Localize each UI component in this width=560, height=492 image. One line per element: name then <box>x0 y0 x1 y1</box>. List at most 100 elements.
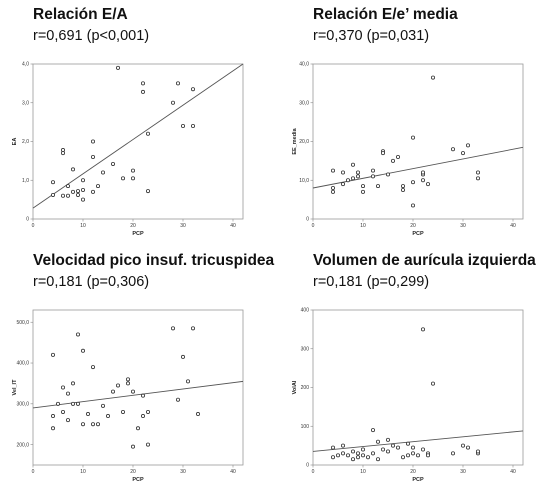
data-point <box>81 187 86 192</box>
data-point <box>130 444 135 449</box>
data-point <box>450 451 455 456</box>
data-point <box>396 154 401 159</box>
data-point <box>185 379 190 384</box>
data-point <box>56 401 61 406</box>
data-point <box>190 326 195 331</box>
x-tick-label: 0 <box>312 223 315 229</box>
data-point <box>130 389 135 394</box>
data-point <box>180 124 185 129</box>
chart-title: Volumen de aurícula izquierda <box>313 252 536 269</box>
data-point <box>96 184 101 189</box>
data-point <box>121 409 126 414</box>
data-point <box>406 441 411 446</box>
x-tick-label: 40 <box>510 469 516 475</box>
x-axis-label: PCP <box>132 231 144 237</box>
fit-line <box>312 430 524 452</box>
chart-panel-vol-ai: Volumen de aurícula izquierda r=0,181 (p… <box>280 246 560 492</box>
data-point <box>361 453 366 458</box>
data-point <box>91 189 96 194</box>
x-tick-label: 10 <box>80 223 86 229</box>
data-point <box>356 451 361 456</box>
y-tick-label: 300,0 <box>16 402 29 408</box>
data-point <box>341 182 346 187</box>
data-point <box>460 151 465 156</box>
data-point <box>381 151 386 156</box>
data-point <box>356 174 361 179</box>
data-point <box>111 161 116 166</box>
data-point <box>71 189 76 194</box>
data-point <box>91 365 96 370</box>
data-point <box>376 457 381 462</box>
y-tick-label: 4,0 <box>22 62 29 68</box>
data-point <box>76 192 81 197</box>
y-tick-label: 20,0 <box>299 139 309 145</box>
data-point <box>465 143 470 148</box>
data-point <box>106 414 111 419</box>
data-point <box>331 189 336 194</box>
y-tick-label: 500,0 <box>16 320 29 326</box>
data-point <box>401 455 406 460</box>
data-point <box>410 451 415 456</box>
data-point <box>86 412 91 417</box>
data-point <box>145 131 150 136</box>
data-point <box>460 443 465 448</box>
data-point <box>331 168 336 173</box>
data-point <box>381 447 386 452</box>
data-point <box>430 381 435 386</box>
data-point <box>371 451 376 456</box>
data-point <box>190 124 195 129</box>
data-point <box>415 453 420 458</box>
x-tick-label: 10 <box>360 469 366 475</box>
data-point <box>81 422 86 427</box>
data-point <box>475 170 480 175</box>
x-tick-label: 30 <box>460 223 466 229</box>
data-point <box>96 422 101 427</box>
x-tick-label: 10 <box>80 469 86 475</box>
y-tick-label: 100 <box>301 424 310 430</box>
data-point <box>101 403 106 408</box>
y-tick-label: 200 <box>301 385 310 391</box>
chart-subtitle: r=0,691 (p<0,001) <box>33 28 150 44</box>
data-point <box>425 182 430 187</box>
x-tick-label: 10 <box>360 223 366 229</box>
data-point <box>116 383 121 388</box>
data-point <box>331 185 336 190</box>
y-tick-label: 1,0 <box>22 178 29 184</box>
x-tick-label: 0 <box>32 223 35 229</box>
data-point <box>351 162 356 167</box>
data-point <box>410 203 415 208</box>
y-axis-label: Vel_IT <box>12 379 18 396</box>
data-point <box>356 455 361 460</box>
data-point <box>361 447 366 452</box>
data-point <box>361 184 366 189</box>
data-point <box>410 445 415 450</box>
data-point <box>101 170 106 175</box>
data-point <box>180 354 185 359</box>
data-point <box>116 65 121 70</box>
data-point <box>140 89 145 94</box>
data-point <box>71 381 76 386</box>
data-point <box>51 352 56 357</box>
data-point <box>371 168 376 173</box>
data-point <box>430 75 435 80</box>
data-point <box>475 176 480 181</box>
data-point <box>420 178 425 183</box>
data-point <box>91 422 96 427</box>
data-point <box>170 326 175 331</box>
x-tick-label: 30 <box>460 469 466 475</box>
y-tick-label: 0 <box>306 217 309 223</box>
data-point <box>130 176 135 181</box>
x-tick-label: 40 <box>230 223 236 229</box>
data-point <box>170 100 175 105</box>
data-point <box>135 426 140 431</box>
data-point <box>81 348 86 353</box>
data-point <box>386 437 391 442</box>
data-point <box>376 184 381 189</box>
data-point <box>130 168 135 173</box>
chart-panel-vel-it: Velocidad pico insuf. tricuspidea r=0,18… <box>0 246 280 492</box>
data-point <box>420 447 425 452</box>
y-tick-label: 40,0 <box>299 62 309 68</box>
data-point <box>61 193 66 198</box>
y-axis-label: EE_media <box>292 127 298 154</box>
data-point <box>341 451 346 456</box>
